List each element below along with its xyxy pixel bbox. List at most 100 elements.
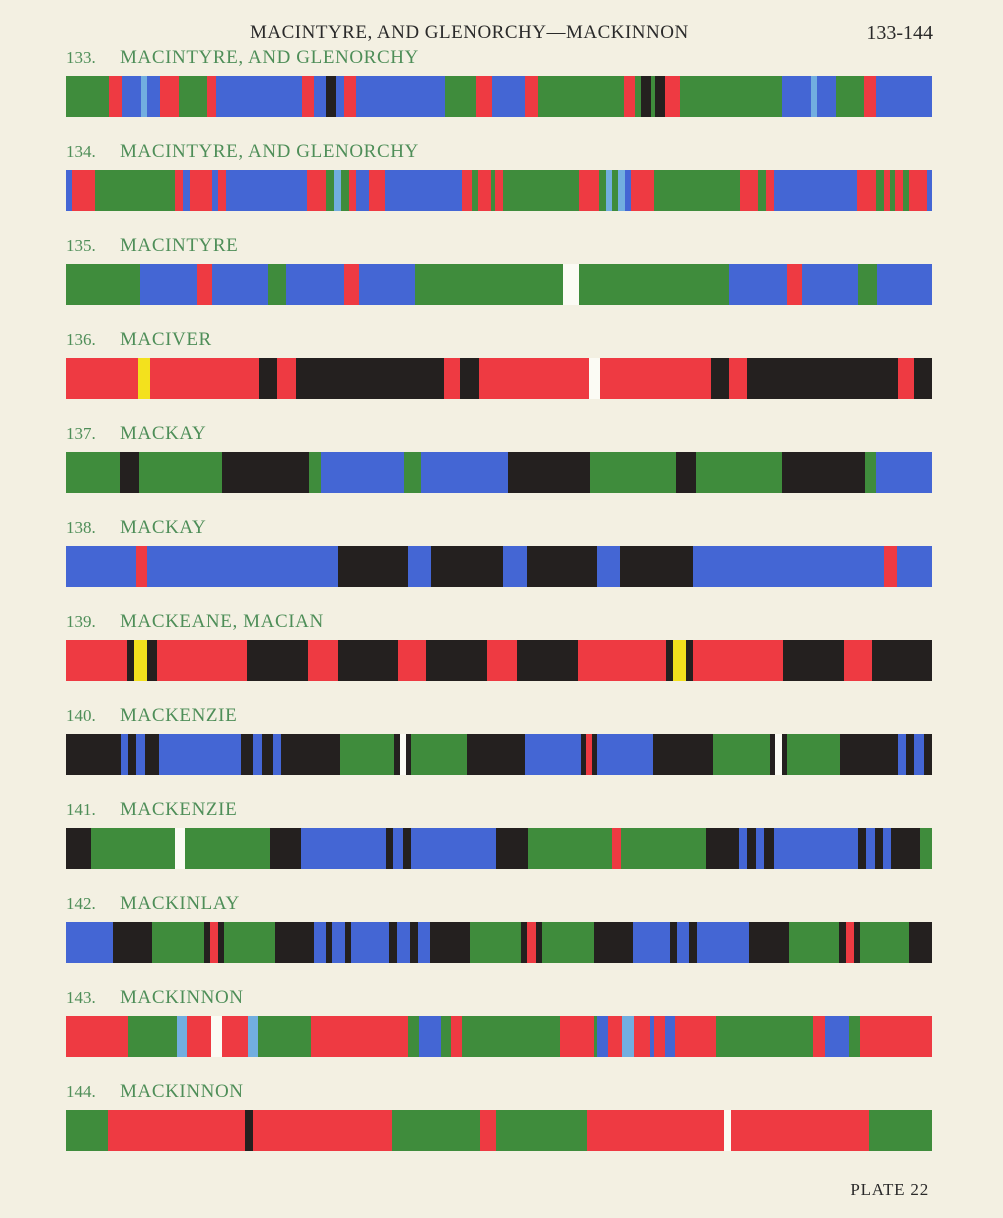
stripe-segment — [308, 452, 322, 493]
stripe-segment — [408, 546, 432, 587]
plate-title: MACINTYRE, AND GLENORCHY—MACKINNON — [250, 22, 689, 43]
stripe-segment — [339, 734, 395, 775]
stripe-segment — [431, 546, 504, 587]
stripe-segment — [872, 640, 932, 681]
stripe-segment — [632, 922, 671, 963]
stripe-segment — [813, 1016, 825, 1057]
stripe-segment — [120, 734, 129, 775]
stripe-segment — [320, 452, 405, 493]
stripe-segment — [396, 922, 411, 963]
stripe-segment — [66, 358, 139, 399]
stripe-segment — [527, 828, 613, 869]
tartan-name: MACINTYRE, AND GLENORCHY — [120, 141, 419, 162]
stripe-segment — [306, 170, 327, 211]
stripe-segment — [440, 1016, 452, 1057]
stripe-segment — [524, 76, 539, 117]
stripe-segment — [281, 734, 341, 775]
stripe-segment — [270, 828, 302, 869]
tartan-label: 136. MACIVER — [66, 328, 932, 352]
tartan-label: 140. MACKENZIE — [66, 704, 932, 728]
stripe-segment — [139, 452, 223, 493]
tartan-stripe-bar — [66, 922, 932, 963]
stripe-segment — [843, 640, 873, 681]
stripe-segment — [716, 1016, 814, 1057]
stripe-segment — [479, 1110, 497, 1151]
stripe-segment — [770, 734, 776, 775]
stripe-segment — [338, 640, 399, 681]
stripe-segment — [140, 264, 198, 305]
stripe-segment — [788, 922, 840, 963]
stripe-segment — [580, 734, 587, 775]
stripe-segment — [426, 640, 488, 681]
stripe-segment — [520, 922, 528, 963]
tartan-stripe-bar — [66, 546, 932, 587]
tartan-name: MACKAY — [120, 517, 207, 538]
stripe-segment — [185, 828, 271, 869]
stripe-segment — [783, 640, 845, 681]
stripe-segment — [787, 264, 803, 305]
stripe-segment — [405, 734, 412, 775]
stripe-segment — [563, 264, 580, 305]
stripe-segment — [478, 170, 492, 211]
tartan-number: 140. — [66, 706, 96, 725]
tartan-number: 137. — [66, 424, 96, 443]
tartan-name: MACINTYRE — [120, 235, 239, 256]
tartan-stripe-bar — [66, 170, 932, 211]
stripe-segment — [864, 76, 876, 117]
stripe-segment — [630, 170, 655, 211]
stripe-segment — [127, 734, 137, 775]
stripe-segment — [859, 1016, 932, 1057]
stripe-segment — [325, 922, 333, 963]
stripe-segment — [773, 828, 859, 869]
stripe-segment — [824, 1016, 850, 1057]
stripe-segment — [349, 170, 357, 211]
stripe-segment — [688, 922, 698, 963]
stripe-segment — [402, 828, 412, 869]
stripe-segment — [758, 170, 766, 211]
tartan-number: 134. — [66, 142, 96, 161]
tartan-entry: 144. MACKINNON — [66, 1080, 932, 1151]
stripe-segment — [693, 546, 885, 587]
stripe-segment — [152, 922, 205, 963]
tartan-number: 139. — [66, 612, 96, 631]
stripe-segment — [286, 264, 345, 305]
tartan-entry: 134. MACINTYRE, AND GLENORCHY — [66, 140, 932, 211]
stripe-segment — [913, 358, 932, 399]
stripe-segment — [466, 734, 526, 775]
stripe-segment — [486, 640, 518, 681]
stripe-segment — [503, 546, 528, 587]
stripe-segment — [670, 922, 678, 963]
stripe-segment — [527, 546, 598, 587]
tartan-name: MACKENZIE — [120, 799, 238, 820]
stripe-segment — [640, 76, 652, 117]
stripe-segment — [399, 734, 407, 775]
tartan-label: 135. MACINTYRE — [66, 234, 932, 258]
stripe-segment — [868, 1110, 932, 1151]
stripe-segment — [66, 452, 121, 493]
stripe-segment — [495, 1110, 588, 1151]
stripe-segment — [203, 922, 211, 963]
stripe-segment — [491, 76, 526, 117]
stripe-segment — [66, 170, 73, 211]
stripe-segment — [876, 452, 932, 493]
tartan-stripe-bar — [66, 76, 932, 117]
tartan-entry: 142. MACKINLAY — [66, 892, 932, 963]
stripe-segment — [781, 734, 788, 775]
stripe-segment — [224, 922, 276, 963]
stripe-segment — [186, 1016, 212, 1057]
stripe-segment — [654, 170, 741, 211]
stripe-segment — [276, 358, 297, 399]
stripe-segment — [755, 828, 765, 869]
stripe-segment — [356, 76, 446, 117]
stripe-segment — [122, 76, 142, 117]
stripe-segment — [147, 546, 339, 587]
stripe-segment — [108, 1110, 246, 1151]
tartan-entry: 133. MACINTYRE, AND GLENORCHY — [66, 46, 932, 117]
stripe-segment — [222, 452, 310, 493]
stripe-segment — [740, 170, 759, 211]
stripe-segment — [620, 546, 694, 587]
stripe-segment — [113, 922, 153, 963]
stripe-segment — [196, 264, 213, 305]
stripe-segment — [579, 264, 730, 305]
stripe-segment — [182, 170, 191, 211]
